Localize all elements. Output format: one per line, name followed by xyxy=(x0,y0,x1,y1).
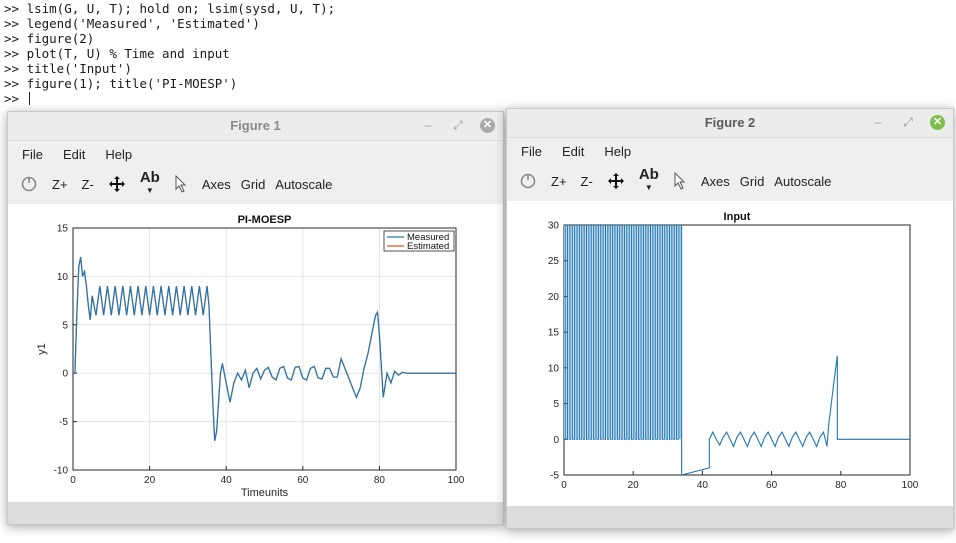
rotate-icon[interactable] xyxy=(519,172,537,190)
pan-icon[interactable] xyxy=(108,175,126,193)
console-line: >> lsim(G, U, T); hold on; lsim(sysd, U,… xyxy=(4,1,336,16)
series-line-square-wave xyxy=(564,225,681,440)
chevron-down-icon: ▼ xyxy=(145,186,154,195)
figure2-canvas[interactable]: 0 20 40 60 80 100 -5 0 5 10 15 20 25 30 Input xyxy=(507,201,953,507)
axes-button[interactable]: Axes xyxy=(700,173,730,189)
series-line-measured xyxy=(73,256,456,442)
legend-label: Measured xyxy=(407,232,449,243)
zoom-in-button[interactable]: Z+ xyxy=(551,173,567,189)
y-tick-label: 20 xyxy=(548,292,560,303)
axes-button[interactable]: Axes xyxy=(201,176,231,192)
y-tick-label: 15 xyxy=(57,224,69,235)
figure1-toolbar: Z+ Z- Ab ▼ Axes Grid Autoscale xyxy=(8,167,503,201)
grid-button[interactable]: Grid xyxy=(739,173,765,189)
x-tick-label: 20 xyxy=(628,480,640,491)
y-axis-label: y1 xyxy=(36,343,48,355)
y-tick-label: 25 xyxy=(548,256,560,267)
x-tick-label: 60 xyxy=(297,475,309,486)
figure2-menubar: File Edit Help xyxy=(507,138,953,164)
console-line: >> figure(2) xyxy=(4,31,95,46)
zoom-in-button[interactable]: Z+ xyxy=(52,176,68,192)
console-line: >> title('Input') xyxy=(4,61,132,76)
grid-button[interactable]: Grid xyxy=(240,176,266,192)
console-line: >> figure(1); title('PI-MOESP') xyxy=(4,76,238,91)
x-tick-label: 20 xyxy=(144,475,156,486)
y-tick-label: -10 xyxy=(54,466,69,477)
chart-title: Input xyxy=(724,211,751,223)
console-line: >> legend('Measured', 'Estimated') xyxy=(4,16,260,31)
x-tick-label: 0 xyxy=(70,475,76,486)
legend-label: Estimated xyxy=(407,241,449,252)
text-tool-label: Ab xyxy=(139,169,160,186)
x-tick-label: 60 xyxy=(766,480,778,491)
y-tick-label: -5 xyxy=(59,417,68,428)
figure2-titlebar[interactable]: Figure 2 – ⤢ ✕ xyxy=(507,109,953,138)
y-tick-label: 0 xyxy=(553,435,559,446)
menu-file[interactable]: File xyxy=(22,146,43,162)
y-tick-label: 0 xyxy=(62,369,68,380)
maximize-icon[interactable]: ⤢ xyxy=(903,115,913,129)
menu-help[interactable]: Help xyxy=(105,146,133,162)
text-tool-label: Ab xyxy=(638,166,659,183)
rotate-icon[interactable] xyxy=(20,175,38,193)
chevron-down-icon: ▼ xyxy=(644,183,653,192)
figure1-menubar: File Edit Help xyxy=(8,141,503,167)
menu-help[interactable]: Help xyxy=(604,143,632,159)
figure2-window[interactable]: Figure 2 – ⤢ ✕ File Edit Help Z+ Z- Ab ▼… xyxy=(506,108,954,529)
x-axis-label: Timeunits xyxy=(241,487,289,499)
x-tick-label: 80 xyxy=(835,480,847,491)
figure2-window-title: Figure 2 xyxy=(704,115,756,130)
y-tick-label: -5 xyxy=(550,471,559,482)
series-line-input xyxy=(681,225,910,475)
minimize-icon[interactable]: – xyxy=(874,115,882,129)
y-tick-label: 10 xyxy=(548,363,560,374)
console-prompt-line[interactable]: >> xyxy=(4,91,956,106)
figure1-window[interactable]: Figure 1 – ⤢ ✕ File Edit Help Z+ Z- Ab ▼… xyxy=(7,111,504,525)
y-tick-label: 5 xyxy=(62,320,68,331)
close-icon[interactable]: ✕ xyxy=(930,114,945,130)
x-tick-label: 100 xyxy=(448,475,465,486)
close-icon[interactable]: ✕ xyxy=(480,117,495,133)
command-window[interactable]: >> lsim(G, U, T); hold on; lsim(sysd, U,… xyxy=(0,0,956,110)
axes-box xyxy=(72,227,457,471)
figure1-window-title: Figure 1 xyxy=(230,118,281,133)
y-tick-label: 5 xyxy=(553,399,559,410)
x-tick-label: 40 xyxy=(221,475,233,486)
select-pointer-icon[interactable] xyxy=(174,175,188,193)
console-prompt: >> xyxy=(4,91,27,106)
zoom-out-button[interactable]: Z- xyxy=(580,173,593,189)
figure1-statusbar xyxy=(8,502,503,524)
select-pointer-icon[interactable] xyxy=(673,172,687,190)
x-tick-label: 80 xyxy=(374,475,386,486)
text-tool-button[interactable]: Ab ▼ xyxy=(139,169,160,197)
series-line-estimated xyxy=(73,256,456,442)
zoom-out-button[interactable]: Z- xyxy=(81,176,94,192)
menu-edit[interactable]: Edit xyxy=(62,146,86,162)
y-tick-label: 30 xyxy=(548,221,560,232)
chart-title: PI-MOESP xyxy=(238,214,292,226)
figure1-chart: 0 20 40 60 80 100 -10 -5 0 5 10 15 PI-MOESP Timeunits… xyxy=(36,214,465,499)
menu-file[interactable]: File xyxy=(521,143,542,159)
figure2-statusbar xyxy=(507,506,953,528)
console-line: >> plot(T, U) % Time and input xyxy=(4,46,230,61)
menu-edit[interactable]: Edit xyxy=(561,143,585,159)
x-tick-label: 40 xyxy=(697,480,709,491)
y-tick-label: 10 xyxy=(57,272,69,283)
minimize-icon[interactable]: – xyxy=(424,118,432,132)
x-tick-label: 0 xyxy=(561,480,567,491)
figure2-toolbar: Z+ Z- Ab ▼ Axes Grid Autoscale xyxy=(507,164,953,198)
autoscale-button[interactable]: Autoscale xyxy=(774,173,832,189)
x-tick-label: 100 xyxy=(902,480,919,491)
text-tool-button[interactable]: Ab ▼ xyxy=(638,166,659,194)
figure1-titlebar[interactable]: Figure 1 – ⤢ ✕ xyxy=(8,112,503,141)
figure1-canvas[interactable]: 0 20 40 60 80 100 -10 -5 0 5 10 15 PI-MOESP Timeunits… xyxy=(8,204,503,502)
autoscale-button[interactable]: Autoscale xyxy=(275,176,333,192)
text-cursor xyxy=(28,92,30,105)
pan-icon[interactable] xyxy=(607,172,625,190)
maximize-icon[interactable]: ⤢ xyxy=(453,118,463,132)
y-tick-label: 15 xyxy=(548,328,560,339)
